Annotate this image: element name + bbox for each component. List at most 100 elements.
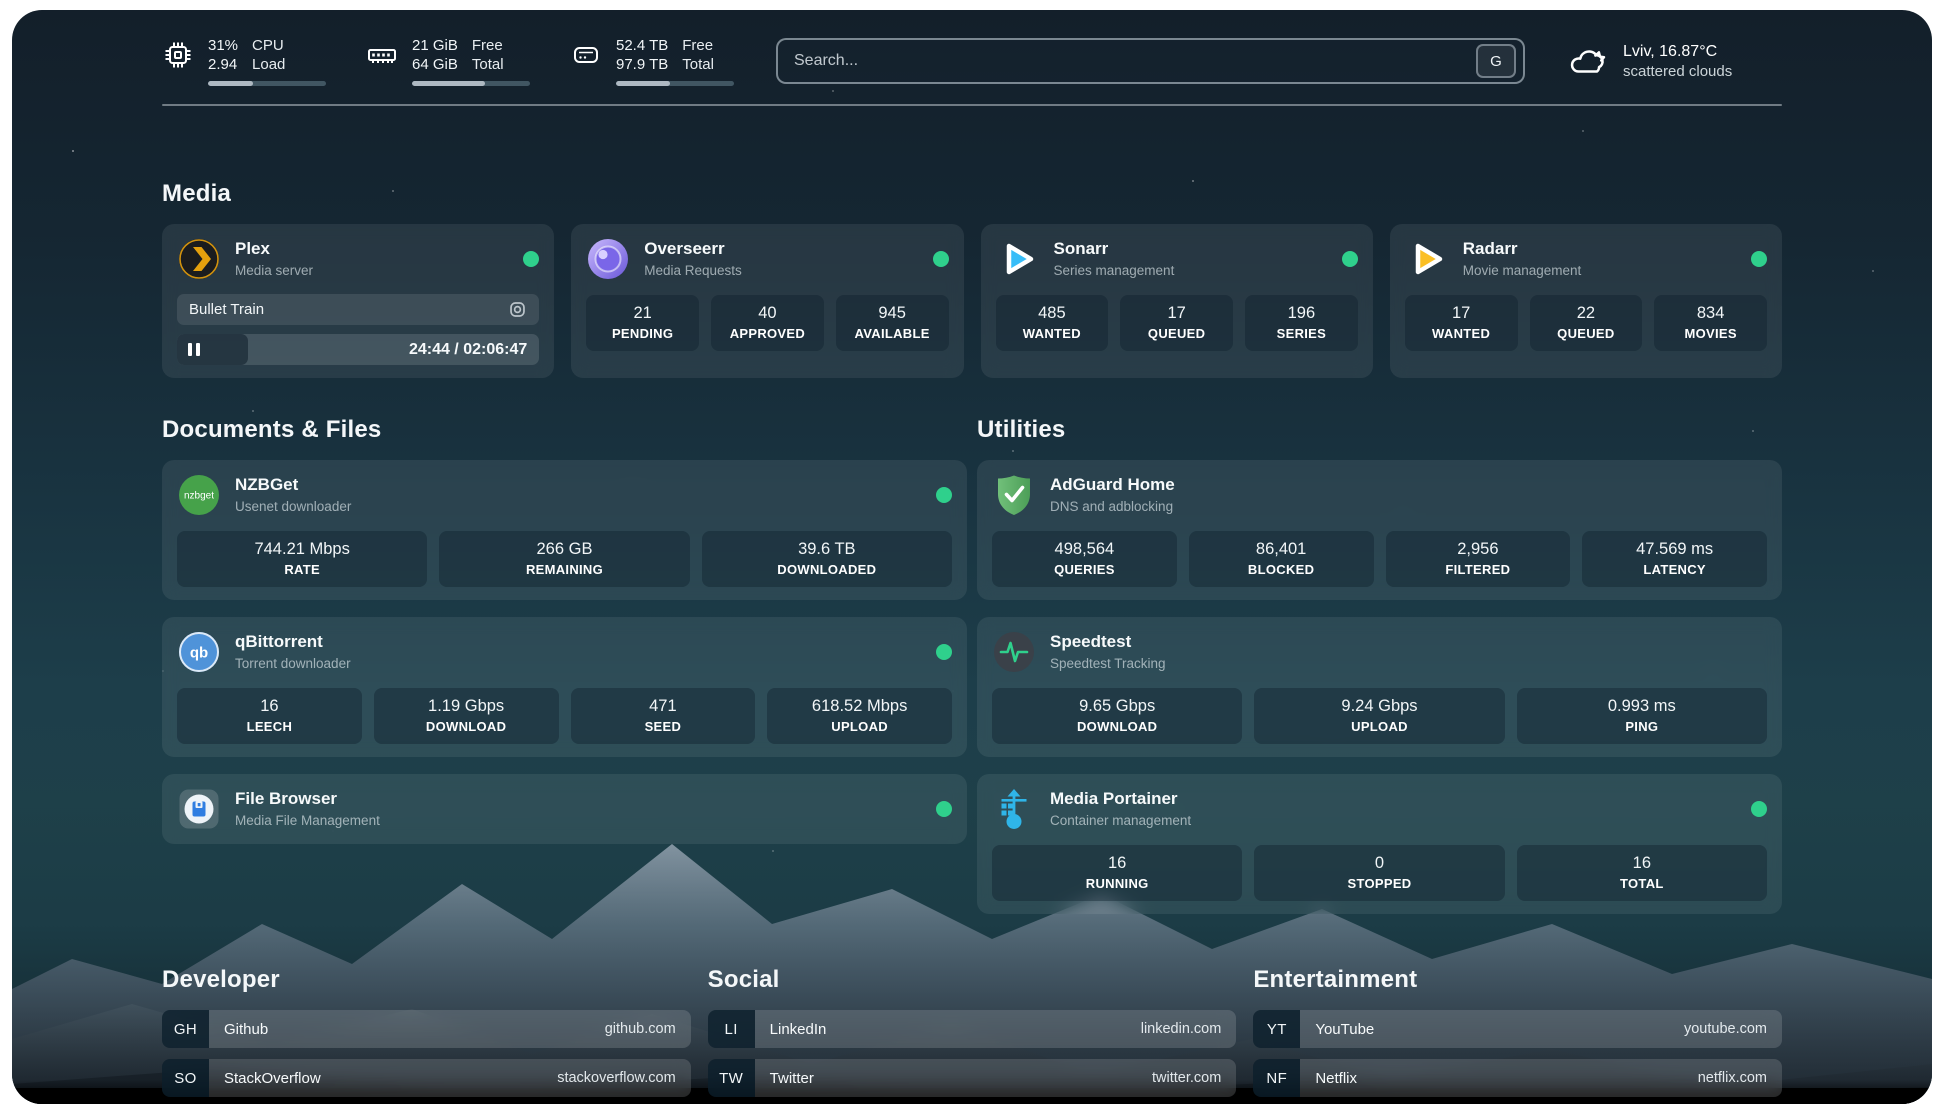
cloud-icon (1567, 44, 1609, 78)
adguard-icon (992, 473, 1036, 517)
service-name: Radarr (1462, 239, 1518, 258)
bookmark-name: YouTube (1315, 1020, 1375, 1038)
now-playing-title: Bullet Train (189, 301, 265, 318)
stat-label: RATE (284, 562, 320, 577)
stat-label: MOVIES (1684, 326, 1737, 341)
status-dot (1751, 801, 1767, 817)
svg-text:nzbget: nzbget (184, 491, 214, 502)
bookmark-row-twitter[interactable]: TW Twitter twitter.com (707, 1059, 1237, 1097)
bookmark-row-stackoverflow[interactable]: SO StackOverflow stackoverflow.com (162, 1059, 691, 1097)
stat-box: 86,401 BLOCKED (1188, 531, 1374, 587)
bookmark-group-social: Social LI LinkedIn linkedin.com TW Twitt… (707, 966, 1237, 1104)
stat-value: 498,564 (1054, 540, 1115, 558)
service-name: Overseerr (644, 239, 725, 258)
stat-value: 1.19 Gbps (428, 697, 505, 715)
bookmark-abbr: SO (162, 1059, 209, 1097)
service-name: Media Portainer (1050, 789, 1178, 808)
service-card-nzbget[interactable]: nzbget NZBGet Usenet downloader 744.21 M… (162, 460, 967, 600)
stat-box: 196 SERIES (1245, 295, 1358, 351)
service-stats: 21 PENDING 40 APPROVED 945 AVAILABLE (586, 295, 949, 351)
service-card-media-portainer[interactable]: Media Portainer Container management 16 … (977, 774, 1782, 914)
playback-progress-bar[interactable]: 24:44 / 02:06:47 (177, 334, 540, 365)
cpu-icon (162, 39, 194, 71)
stat-label: WANTED (1022, 326, 1081, 341)
search-input[interactable] (794, 52, 1476, 70)
status-dot (1341, 251, 1358, 267)
stat-value: 86,401 (1255, 540, 1307, 558)
service-card-file-browser[interactable]: File Browser Media File Management (162, 774, 967, 844)
resource-usage-bar (208, 81, 326, 86)
service-subtitle: Media server (235, 263, 314, 278)
stat-label: WANTED (1432, 326, 1491, 341)
section-title-media: Media (162, 180, 232, 207)
search-bar[interactable]: G (776, 38, 1525, 84)
bookmark-url: stackoverflow.com (557, 1070, 676, 1086)
service-stats: 485 WANTED 17 QUEUED 196 SERIES (995, 295, 1358, 351)
bookmark-row-linkedin[interactable]: LI LinkedIn linkedin.com (707, 1010, 1237, 1048)
status-dot (523, 251, 540, 267)
stat-value: 485 (1038, 304, 1066, 322)
resource-labels: Free Total (682, 37, 714, 73)
resource-values: 21 GiB 64 GiB (412, 37, 458, 73)
stat-label: AVAILABLE (854, 326, 930, 341)
qbittorrent-icon: qb (177, 630, 221, 674)
stat-value: 17 (1451, 304, 1471, 322)
service-card-radarr[interactable]: Radarr Movie management 17 WANTED 22 QUE… (1389, 224, 1782, 378)
bookmark-abbr: NF (1253, 1059, 1301, 1097)
stat-label: FILTERED (1445, 562, 1511, 577)
stat-box: 16 TOTAL (1516, 845, 1767, 901)
status-dot (936, 801, 952, 817)
playback-time: 24:44 / 02:06:47 (408, 340, 528, 358)
stat-value: 0.993 ms (1607, 697, 1676, 715)
bookmark-row-youtube[interactable]: YT YouTube youtube.com (1253, 1010, 1782, 1048)
media-card-grid: Plex Media server Bullet Train 24:44 / 0… (162, 224, 1782, 378)
stat-label: DOWNLOADED (777, 562, 877, 577)
stat-value: 945 (878, 304, 906, 322)
service-subtitle: Media Requests (644, 263, 742, 278)
stat-value: 471 (649, 697, 677, 715)
stat-label: QUERIES (1054, 562, 1115, 577)
service-name: Plex (235, 239, 270, 258)
service-card-adguard-home[interactable]: AdGuard Home DNS and adblocking 498,564 … (977, 460, 1782, 600)
service-card-overseerr[interactable]: Overseerr Media Requests 21 PENDING 40 A… (571, 224, 964, 378)
stat-box: 16 LEECH (177, 688, 362, 744)
status-dot (936, 487, 952, 503)
stat-box: 471 SEED (570, 688, 756, 744)
bookmark-url: netflix.com (1697, 1070, 1767, 1086)
weather-widget[interactable]: Lviv, 16.87°C scattered clouds (1567, 41, 1782, 82)
service-stats: 9.65 Gbps DOWNLOAD 9.24 Gbps UPLOAD 0.99… (992, 688, 1767, 744)
bookmark-row-netflix[interactable]: NF Netflix netflix.com (1253, 1059, 1782, 1097)
resource-values: 31% 2.94 (208, 37, 239, 73)
stat-value: 21 (633, 304, 652, 322)
filebrowser-icon (177, 787, 221, 831)
bookmark-url: youtube.com (1683, 1021, 1767, 1037)
stat-value: 9.65 Gbps (1079, 697, 1156, 715)
bookmark-abbr: LI (707, 1010, 755, 1048)
bookmark-url: twitter.com (1152, 1070, 1222, 1086)
stat-box: 21 PENDING (586, 295, 699, 351)
resource-widget: 52.4 TB 97.9 TB Free Total (570, 36, 734, 86)
stat-value: 39.6 TB (798, 540, 856, 558)
service-card-plex[interactable]: Plex Media server Bullet Train 24:44 / 0… (162, 224, 555, 378)
search-provider-button[interactable]: G (1476, 44, 1516, 78)
gear-icon[interactable] (508, 300, 527, 319)
portainer-icon (992, 787, 1036, 831)
service-name: qBittorrent (235, 632, 323, 651)
section-title-documents: Documents & Files (162, 416, 382, 443)
service-card-sonarr[interactable]: Sonarr Series management 485 WANTED 17 Q… (980, 224, 1373, 378)
stat-box: 834 MOVIES (1654, 295, 1767, 351)
bookmark-row-github[interactable]: GH Github github.com (162, 1010, 691, 1048)
now-playing-row[interactable]: Bullet Train (177, 294, 540, 325)
bookmark-name: Twitter (769, 1069, 814, 1087)
service-name: File Browser (235, 789, 338, 808)
documents-column: Documents & Files nzbget NZBGet Usenet d… (162, 416, 967, 914)
bookmark-name: StackOverflow (224, 1069, 321, 1087)
resource-usage-bar (412, 81, 530, 86)
stat-value: 0 (1374, 854, 1385, 872)
service-card-speedtest[interactable]: Speedtest Speedtest Tracking 9.65 Gbps D… (977, 617, 1782, 757)
stat-box: 16 RUNNING (992, 845, 1243, 901)
status-dot (1751, 251, 1767, 267)
service-subtitle: Usenet downloader (235, 499, 352, 514)
pause-icon[interactable] (188, 343, 200, 356)
service-card-qbittorrent[interactable]: qb qBittorrent Torrent downloader 16 LEE… (162, 617, 967, 757)
